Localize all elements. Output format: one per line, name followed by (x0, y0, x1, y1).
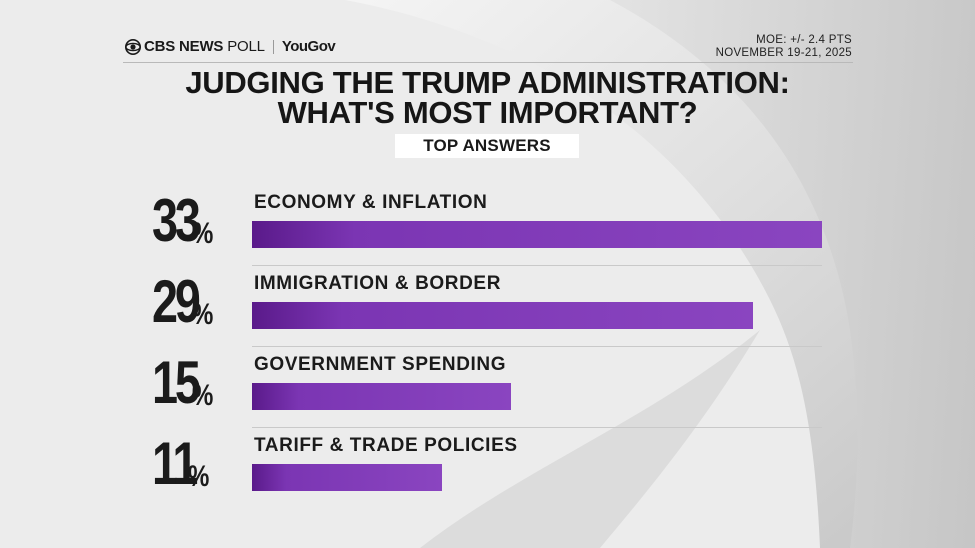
brand-divider (272, 39, 274, 54)
value-number: 33 (152, 187, 201, 254)
brand-header: CBS NEWS POLL YouGov (125, 38, 336, 55)
category-label: GOVERNMENT SPENDING (254, 354, 507, 375)
brand-poll: POLL (227, 38, 265, 55)
chart-subtitle: TOP ANSWERS (395, 134, 579, 158)
value-label: 11% (152, 434, 215, 494)
brand-cbs: CBS NEWS (144, 38, 224, 55)
percent-sign: % (191, 298, 214, 331)
value-label: 29% (152, 272, 218, 332)
category-label: ECONOMY & INFLATION (254, 192, 488, 213)
poll-meta: MOE: +/- 2.4 PTS NOVEMBER 19-21, 2025 (716, 34, 852, 60)
row-divider (252, 265, 822, 266)
bar (252, 464, 442, 491)
category-label: TARIFF & TRADE POLICIES (254, 435, 518, 456)
chart-title: JUDGING THE TRUMP ADMINISTRATION: WHAT'S… (0, 65, 975, 130)
bar (252, 221, 822, 248)
header-divider (123, 62, 853, 63)
category-label: IMMIGRATION & BORDER (254, 273, 502, 294)
value-number: 29 (152, 268, 201, 335)
bar (252, 383, 511, 410)
value-label: 33% (152, 191, 218, 251)
value-number: 15 (152, 349, 201, 416)
row-divider (252, 346, 822, 347)
cbs-eye-icon (125, 38, 141, 55)
bar (252, 302, 753, 329)
value-number: 11 (152, 430, 198, 497)
title-line-2: WHAT'S MOST IMPORTANT? (277, 95, 698, 130)
moe-text: MOE: +/- 2.4 PTS (756, 34, 852, 46)
brand-partner: YouGov (281, 38, 336, 55)
row-divider (252, 427, 822, 428)
percent-sign: % (188, 460, 210, 493)
value-label: 15% (152, 353, 218, 413)
percent-sign: % (191, 217, 214, 250)
percent-sign: % (191, 379, 214, 412)
title-line-1: JUDGING THE TRUMP ADMINISTRATION: (185, 65, 790, 100)
poll-dates: NOVEMBER 19-21, 2025 (715, 47, 852, 59)
